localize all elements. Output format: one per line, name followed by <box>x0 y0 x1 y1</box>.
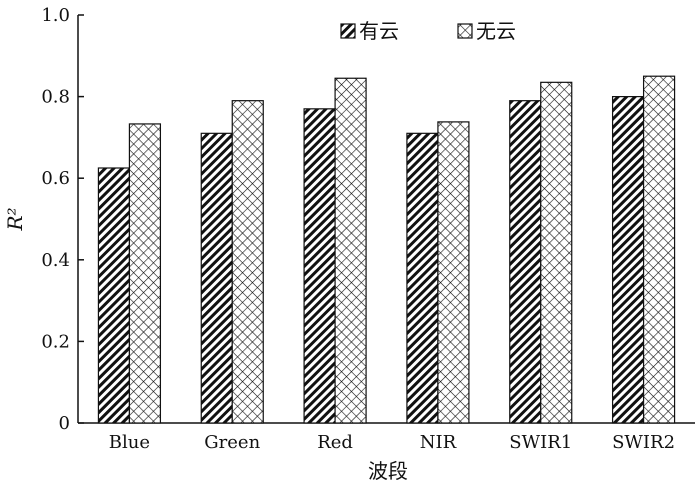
y-tick-label: 0 <box>59 413 70 434</box>
bar-nir-cloudy <box>406 132 439 424</box>
bar-blue-cloudy <box>97 167 131 424</box>
bar-red-cloudy <box>303 108 336 424</box>
bar-red-clear <box>334 77 367 424</box>
x-tick-label-green: Green <box>204 432 260 453</box>
legend-swatch-cloudy <box>340 23 356 39</box>
bars-group <box>97 75 676 424</box>
y-tick-label: 0.6 <box>41 168 70 189</box>
x-ticks-group: Blue Green Red NIR SWIR1 SWIR2 <box>109 432 675 453</box>
legend-label-clear: 无云 <box>476 19 516 43</box>
x-tick-label-blue: Blue <box>109 432 150 453</box>
x-tick-label-red: Red <box>317 432 353 453</box>
y-tick-label: 0.8 <box>41 87 70 108</box>
y-tick-label: 0.4 <box>41 250 70 271</box>
bar-nir-clear <box>437 121 470 424</box>
bar-swir2-clear <box>642 75 676 424</box>
y-ticks-group: 0 0.2 0.4 0.6 0.8 1.0 <box>41 5 84 434</box>
x-tick-label-swir1: SWIR1 <box>509 432 572 453</box>
y-tick-label: 0.2 <box>41 331 70 352</box>
legend-swatch-clear <box>457 23 473 39</box>
x-tick-label-swir2: SWIR2 <box>612 432 675 453</box>
bar-swir1-clear <box>540 81 573 424</box>
bar-swir1-cloudy <box>509 100 542 424</box>
legend-label-cloudy: 有云 <box>359 19 399 43</box>
y-axis-title: R² <box>3 207 27 231</box>
bar-green-clear <box>231 100 264 424</box>
bar-green-cloudy <box>200 132 233 424</box>
bar-blue-clear <box>128 123 162 424</box>
x-tick-label-nir: NIR <box>420 432 457 453</box>
bar-swir2-cloudy <box>611 95 645 424</box>
y-tick-label: 1.0 <box>41 5 70 26</box>
legend-item-clear: 无云 <box>457 19 516 43</box>
legend-item-cloudy: 有云 <box>340 19 399 43</box>
legend: 有云 无云 <box>340 19 516 43</box>
x-axis-title: 波段 <box>368 459 408 483</box>
